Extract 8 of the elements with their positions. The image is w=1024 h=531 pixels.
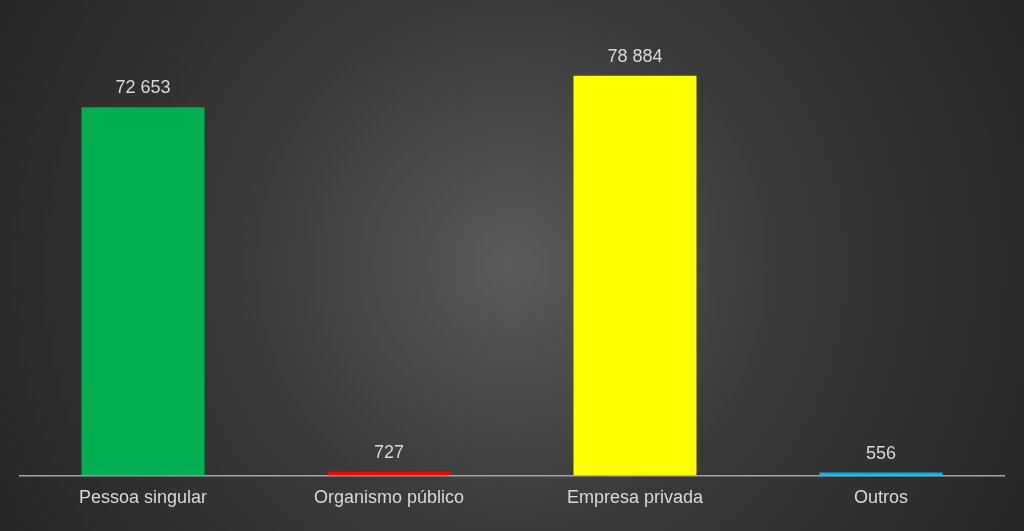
data-label: 78 884: [607, 45, 663, 66]
x-tick-label: Pessoa singular: [78, 487, 208, 508]
data-label: 72 653: [115, 77, 171, 98]
x-tick-label: Empresa privada: [566, 487, 705, 508]
x-tick-label: Organismo público: [313, 487, 465, 508]
data-label: 727: [373, 441, 405, 462]
data-label: 556: [865, 442, 897, 463]
x-tick-label: Outros: [853, 487, 909, 508]
